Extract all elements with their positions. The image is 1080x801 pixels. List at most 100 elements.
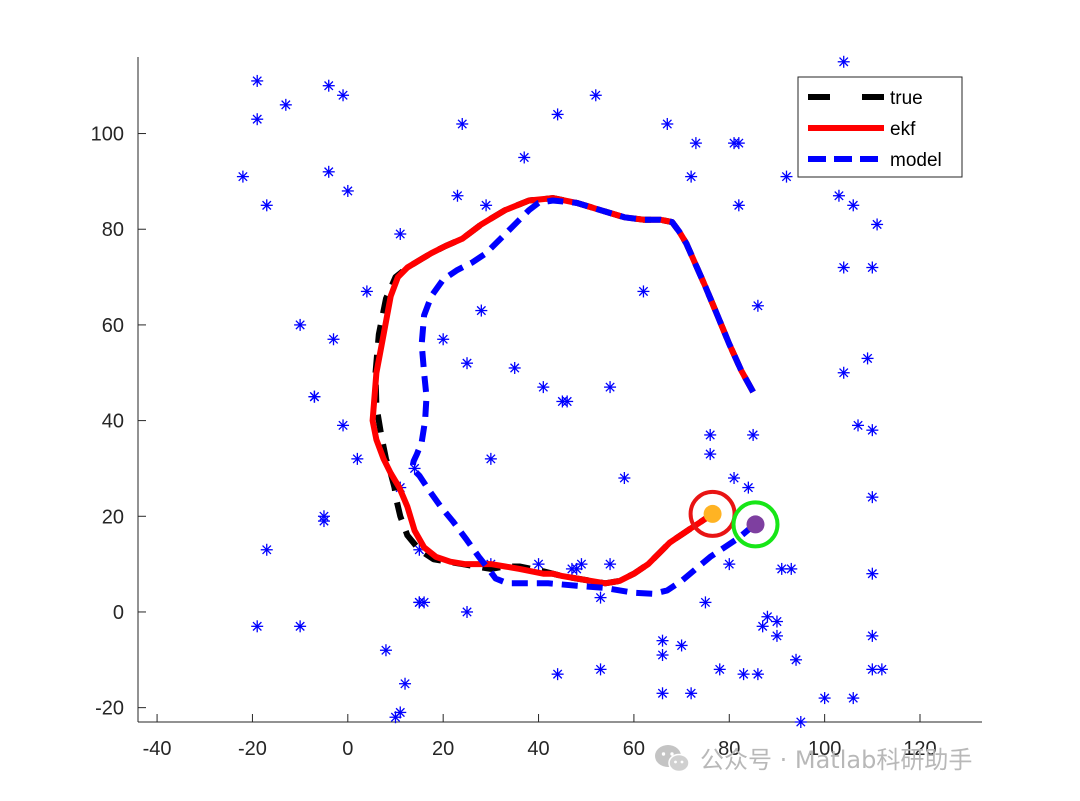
landmark-point (866, 261, 879, 274)
landmark-point (341, 184, 354, 197)
landmark-point (837, 366, 850, 379)
landmark-point (794, 716, 807, 728)
x-tick-label: 0 (342, 738, 353, 760)
x-tick-label: -20 (238, 738, 267, 760)
landmark-point (742, 481, 755, 494)
watermark: 公众号 · Matlab科研助手 (655, 745, 972, 774)
landmark-point (770, 615, 783, 628)
landmark-point (451, 189, 464, 202)
landmark-point (322, 79, 335, 92)
x-tick-label: 80 (718, 738, 740, 760)
landmark-point (704, 428, 717, 441)
landmark-point (637, 285, 650, 298)
landmark-point (689, 137, 702, 150)
landmark-point (251, 620, 264, 633)
x-tick-label: -40 (143, 738, 172, 760)
y-tick-label: 40 (102, 411, 124, 433)
landmark-point (732, 199, 745, 212)
landmark-point (723, 558, 736, 571)
watermark-text: 公众号 · Matlab科研助手 (700, 746, 972, 774)
true-position-dot (746, 515, 765, 534)
landmark-point (508, 361, 521, 374)
landmark-point (618, 472, 631, 485)
y-tick-label: -20 (95, 698, 124, 720)
landmark-point (251, 113, 264, 126)
landmark-point (756, 620, 769, 633)
ekf-estimate-dot (703, 504, 722, 523)
landmark-point (837, 261, 850, 274)
true-position-ring (731, 500, 780, 549)
landmark-point (532, 558, 545, 571)
landmark-point (437, 333, 450, 346)
landmark-point (360, 285, 373, 298)
y-tick-label: 60 (102, 315, 124, 337)
landmark-point (589, 89, 602, 102)
landmark-point (337, 89, 350, 102)
landmark-point (866, 629, 879, 642)
landmark-point (394, 228, 407, 241)
landmark-point (699, 596, 712, 609)
landmark-point (480, 199, 493, 212)
landmark-point (775, 562, 788, 575)
landmark-point (866, 567, 879, 580)
landmark-point (408, 462, 421, 475)
x-tick-label: 20 (432, 738, 454, 760)
tick-labels: -40 -20 0 20 40 60 80 100 120 -20 0 20 40 60 80 100 (91, 124, 937, 760)
landmark-point (308, 390, 321, 403)
landmark-point (780, 170, 793, 183)
axes (137, 57, 982, 723)
landmark-point (656, 649, 669, 662)
landmark-point (847, 692, 860, 705)
legend-label-ekf: ekf (890, 119, 916, 140)
landmark-point (790, 653, 803, 666)
landmark-point (785, 562, 798, 575)
landmark-point (399, 677, 412, 690)
landmark-point (761, 610, 774, 623)
landmark-point (294, 318, 307, 331)
x-tick-label: 100 (808, 738, 841, 760)
x-tick-label: 40 (527, 738, 549, 760)
landmark-point (561, 395, 574, 408)
landmark-point (685, 687, 698, 700)
landmark-point (327, 333, 340, 346)
landmark-point (747, 428, 760, 441)
landmark-point (461, 357, 474, 370)
landmark-point (866, 491, 879, 504)
legend-label-model: model (890, 150, 942, 171)
landmark-point (675, 639, 688, 652)
landmark-point (570, 562, 583, 575)
landmark-point (837, 55, 850, 68)
legend: true ekf model (797, 76, 963, 178)
landmark-point (251, 74, 264, 87)
landmark-point (852, 419, 865, 432)
landmark-point (732, 137, 745, 150)
landmark-point (379, 644, 392, 657)
landmark-point (737, 668, 750, 681)
landmark-point (389, 711, 402, 724)
landmark-point (537, 381, 550, 394)
landmark-point (594, 591, 607, 604)
landmark-point (456, 117, 469, 130)
landmark-point (861, 352, 874, 365)
landmark-point (260, 199, 273, 212)
landmark-point (551, 108, 564, 121)
landmark-point (751, 299, 764, 312)
landmark-point (518, 151, 531, 164)
landmark-point (713, 663, 726, 676)
landmark-point (875, 663, 888, 676)
landmark-point (656, 634, 669, 647)
landmark-point (260, 543, 273, 556)
landmark-point (832, 189, 845, 202)
landmark-point (604, 381, 617, 394)
landmark-point (279, 98, 292, 111)
landmark-point (475, 304, 488, 317)
y-tick-label: 100 (91, 124, 124, 146)
landmark-point (770, 629, 783, 642)
landmark-point (551, 668, 564, 681)
series-layer (369, 195, 756, 597)
landmark-point (871, 218, 884, 231)
landmark-point (728, 472, 741, 485)
landmark-point (604, 558, 617, 571)
landmark-point (751, 668, 764, 681)
